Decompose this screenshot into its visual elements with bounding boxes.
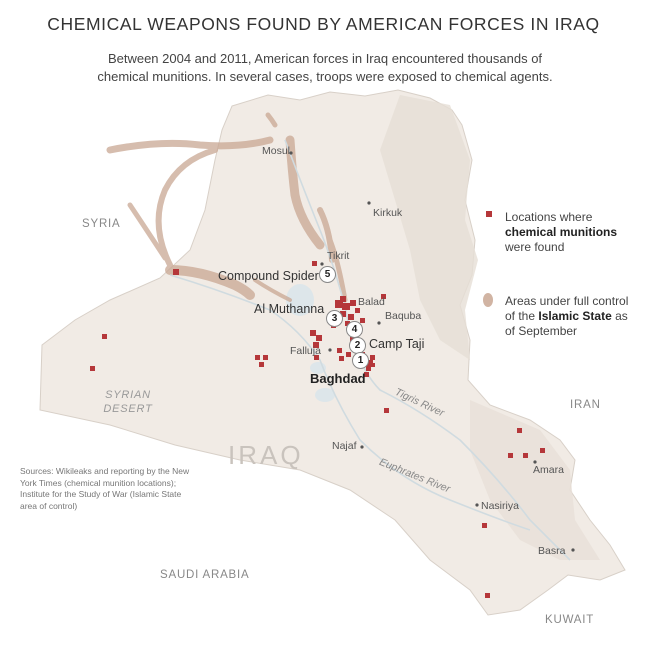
region-syrian-desert: SYRIAN DESERT: [98, 388, 158, 416]
iraq-territory: [39, 89, 626, 616]
legend-isis-post: as of September: [505, 309, 628, 338]
legend-isis: Areas under full control of the Islamic …: [505, 294, 630, 339]
site-al-muthanna: Al Muthanna: [254, 302, 325, 316]
site-camp-taji: Camp Taji: [369, 337, 425, 351]
city-basra: Basra: [538, 545, 566, 557]
city-kirkuk: Kirkuk: [373, 207, 403, 219]
marker-4: 4: [346, 321, 363, 338]
south-terrain: [470, 400, 600, 560]
map-title: CHEMICAL WEAPONS FOUND BY AMERICAN FORCE…: [47, 14, 600, 34]
city-najaf: Najaf: [332, 440, 357, 452]
country-syria: SYRIA: [82, 218, 121, 230]
region-syrian-desert-line1: SYRIAN: [105, 389, 151, 401]
legend-isis-bold: Islamic State: [538, 309, 612, 323]
city-baquba: Baquba: [385, 310, 422, 322]
legend-munitions: Locations where chemical munitions were …: [505, 210, 645, 255]
city-mosul: Mosul: [262, 145, 291, 157]
city-falluja: Falluja: [290, 345, 321, 357]
city-dots: [289, 151, 575, 552]
zagros-terrain: [380, 95, 478, 360]
region-syrian-desert-line2: DESERT: [103, 403, 153, 415]
munition-locations: [90, 261, 545, 598]
city-amara: Amara: [533, 464, 564, 476]
marker-1: 1: [352, 352, 369, 369]
sources-note: Sources: Wikileaks and reporting by the …: [20, 466, 190, 511]
country-saudi-arabia: SAUDI ARABIA: [160, 569, 250, 581]
legend-isis-swatch: [483, 293, 493, 307]
legend-munition-swatch: [486, 211, 492, 217]
city-nasiriya: Nasiriya: [481, 500, 519, 512]
lake-tharthar: [286, 284, 314, 316]
rivers: [169, 139, 571, 561]
map-subtitle: Between 2004 and 2011, American forces i…: [97, 51, 553, 84]
legend-munitions-pre: Locations where: [505, 210, 593, 224]
city-tikrit: Tikrit: [327, 250, 350, 262]
city-balad: Balad: [358, 296, 385, 308]
isis-areas: [106, 112, 348, 303]
legend-isis-pre: Areas under full control of the: [505, 294, 629, 323]
city-baghdad: Baghdad: [310, 371, 366, 386]
legend-munitions-bold: chemical munitions: [505, 225, 618, 239]
legend-munitions-post: were found: [505, 240, 565, 254]
country-kuwait: KUWAIT: [545, 614, 595, 626]
marker-5: 5: [319, 266, 336, 283]
site-compound-spider: Compound Spider: [218, 269, 319, 283]
lake-razzaza: [315, 388, 335, 402]
marker-3: 3: [326, 310, 343, 327]
country-iraq: IRAQ: [228, 440, 304, 470]
country-iran: IRAN: [570, 399, 601, 411]
